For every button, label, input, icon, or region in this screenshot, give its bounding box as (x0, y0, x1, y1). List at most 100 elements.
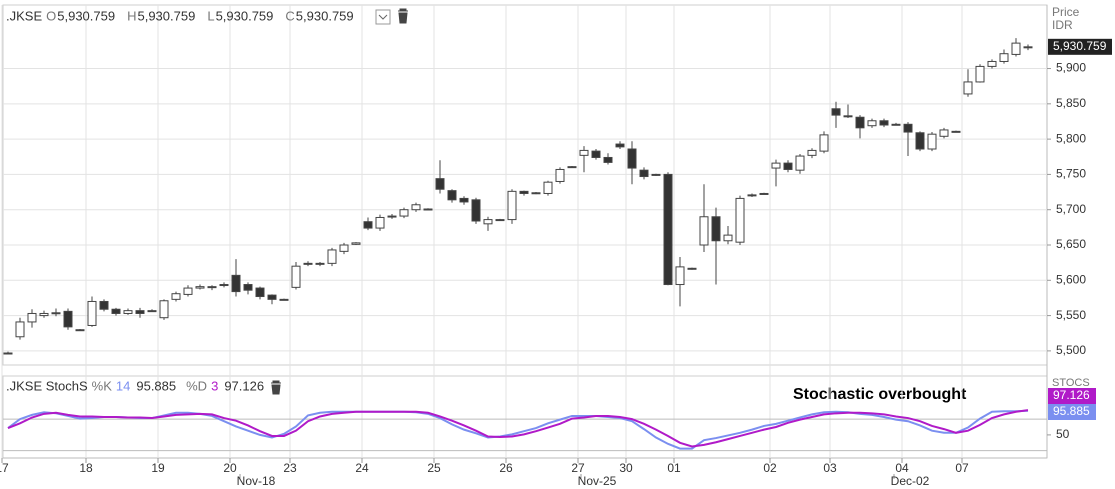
candle-body (915, 132, 925, 150)
stoch-axis-title: STOCS (1052, 377, 1090, 389)
candle-body (771, 162, 781, 169)
candle-body (339, 244, 349, 252)
x-tick-label: 04 (895, 461, 909, 475)
candle-body (111, 308, 121, 314)
candle-body (1023, 46, 1033, 49)
candle-body (27, 312, 37, 323)
delete-button[interactable] (271, 380, 281, 395)
y-tick-label: 5,550 (1056, 308, 1086, 322)
candle-body (723, 234, 733, 242)
candle-body (507, 190, 517, 221)
candle-body (87, 300, 97, 326)
candle-body (759, 192, 769, 195)
candle-body (807, 149, 817, 156)
stoch-badge-label: 95.885 (1053, 404, 1090, 418)
candle-body (615, 143, 625, 148)
x-tick-label: 03 (823, 461, 837, 475)
stoch-line (7, 409, 1029, 448)
legend-value: 95.885 (136, 378, 176, 393)
candle-body (999, 53, 1009, 62)
candle-body (147, 310, 157, 313)
candle-body (411, 204, 421, 211)
candle-body (423, 208, 433, 211)
field-key: L (207, 8, 214, 23)
candle-body (699, 216, 709, 246)
x-tick-label: 17 (0, 461, 9, 475)
field-key: C (285, 8, 294, 23)
candle-body (711, 216, 721, 242)
candle-body (243, 284, 253, 291)
candle-body (879, 120, 889, 126)
x-tick-label: 30 (619, 461, 633, 475)
price-badge-label: 5,930.759 (1053, 39, 1107, 53)
y-tick-label: 5,650 (1056, 237, 1086, 251)
candle-body (495, 219, 505, 222)
stoch-panel (2, 375, 1048, 459)
x-tick-label: 24 (355, 461, 369, 475)
candle-body (219, 284, 229, 287)
y-tick-label: 5,850 (1056, 96, 1086, 110)
candle-body (15, 321, 25, 338)
period-label: Nov-18 (237, 474, 276, 488)
x-tick-label: 19 (151, 461, 165, 475)
candle-body (459, 197, 469, 203)
candle-body (99, 300, 109, 310)
candle-body (735, 197, 745, 243)
x-tick-label: 20 (223, 461, 237, 475)
x-tick-label: 23 (283, 461, 297, 475)
legend-value: 97.126 (224, 378, 264, 393)
candle-body (171, 293, 181, 300)
candle-body (207, 286, 217, 289)
dropdown-icon (378, 14, 388, 20)
candle-body (159, 300, 169, 319)
candle-body (579, 149, 589, 156)
candle-body (555, 168, 565, 182)
candle-body (51, 312, 61, 315)
y-axis-unit: IDR (1052, 18, 1073, 32)
candle-body (627, 148, 637, 169)
y-tick-label: 5,800 (1056, 131, 1086, 145)
field-value: 5,930.759 (57, 8, 115, 23)
candle-body (63, 310, 73, 328)
y-tick-label: 5,600 (1056, 272, 1086, 286)
field-value: 5,930.759 (216, 8, 274, 23)
candle-body (567, 166, 577, 169)
candle-body (231, 274, 241, 293)
candle-body (135, 310, 145, 314)
candle-body (639, 169, 649, 178)
candle-body (183, 287, 193, 295)
candle-body (603, 156, 613, 163)
x-tick-label: 25 (427, 461, 441, 475)
candle-body (987, 60, 997, 67)
field-key: O (46, 8, 56, 23)
candle-body (855, 116, 865, 129)
candle-body (843, 115, 853, 118)
candle-body (891, 123, 901, 126)
y-axis-title: Price (1052, 5, 1080, 19)
candle-body (375, 216, 385, 229)
candle-body (123, 310, 133, 314)
legend-period: 3 (211, 378, 218, 393)
candle-body (279, 298, 289, 301)
candle-body (327, 249, 337, 264)
candle-body (483, 219, 493, 225)
candle-body (447, 190, 457, 201)
candle-body (939, 129, 949, 137)
candle-body (471, 199, 481, 222)
field-key: H (127, 8, 136, 23)
candle-body (351, 242, 361, 245)
candle-body (531, 192, 541, 195)
candle-body (651, 173, 661, 176)
dropdown-button[interactable] (375, 9, 391, 25)
candle-body (267, 294, 277, 300)
x-tick-label: 27 (571, 461, 585, 475)
y-tick-label: 5,900 (1056, 61, 1086, 75)
period-label: Nov-25 (578, 474, 617, 488)
candle-body (747, 194, 757, 197)
candle-body (951, 130, 961, 133)
delete-button[interactable] (398, 8, 408, 24)
x-tick-label: 26 (499, 461, 513, 475)
candle-body (783, 162, 793, 170)
